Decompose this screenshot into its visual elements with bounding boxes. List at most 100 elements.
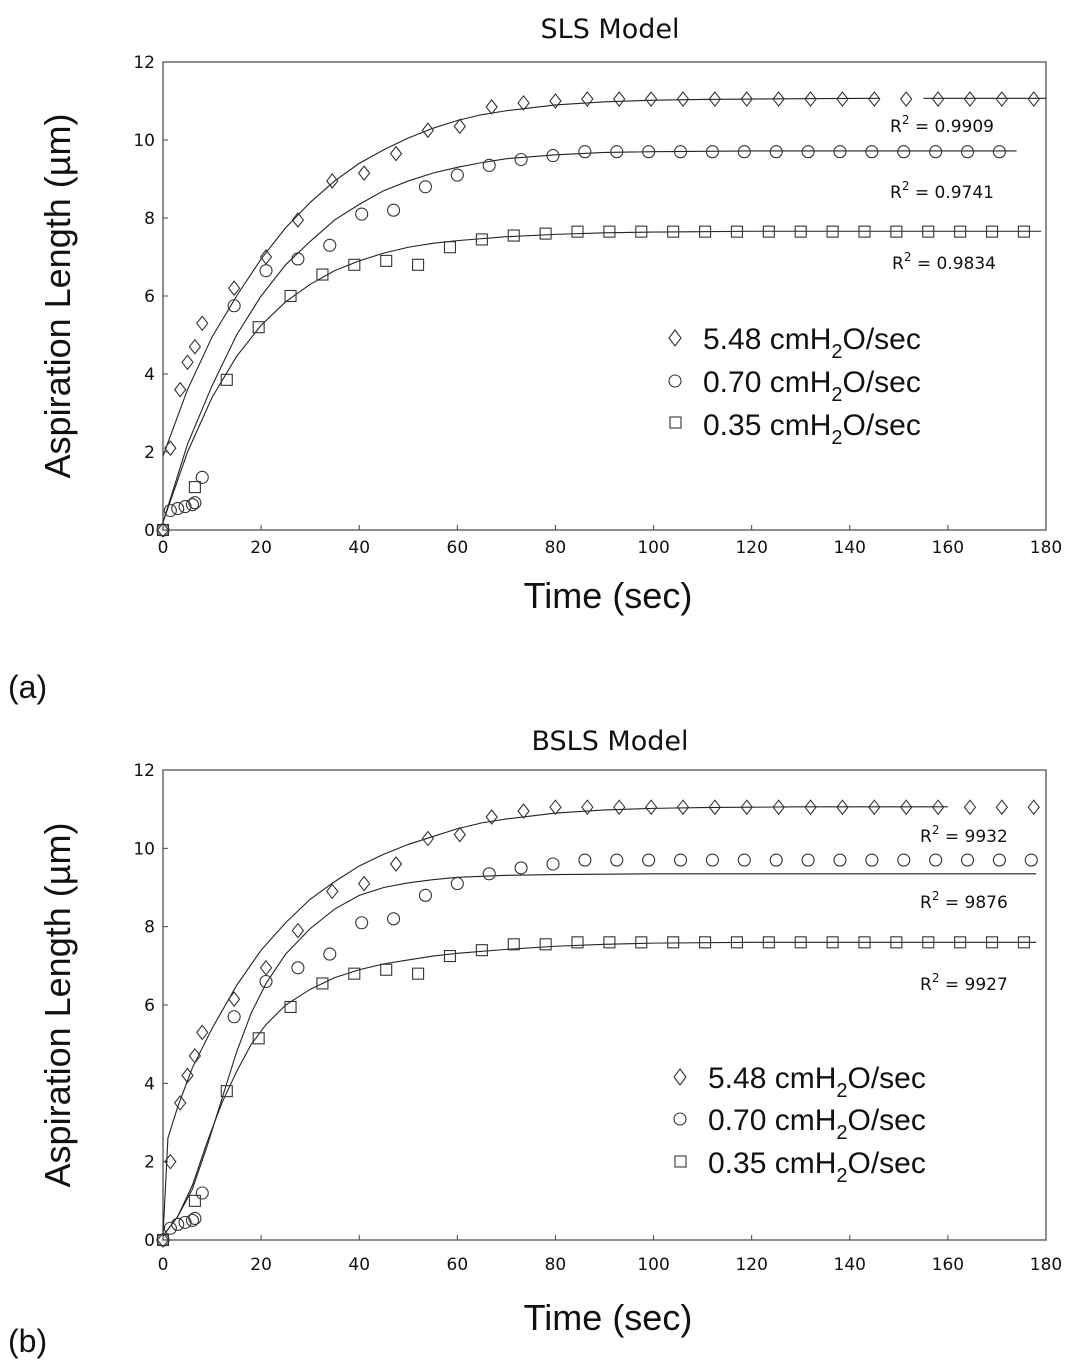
data-point-circle bbox=[163, 503, 177, 518]
data-point-diamond bbox=[173, 381, 187, 398]
data-point-circle bbox=[705, 145, 719, 159]
data-point-circle bbox=[642, 853, 656, 867]
data-point-diamond bbox=[196, 315, 209, 332]
data-point-diamond bbox=[389, 856, 403, 872]
data-point-circle bbox=[610, 853, 624, 867]
data-point-circle bbox=[992, 853, 1006, 867]
data-point-square bbox=[443, 949, 457, 963]
data-point-circle bbox=[801, 853, 815, 867]
data-point-circle bbox=[992, 145, 1006, 159]
data-point-circle bbox=[188, 496, 202, 510]
data-point-circle bbox=[227, 299, 241, 313]
data-point-circle bbox=[897, 145, 911, 159]
data-point-diamond bbox=[613, 799, 626, 816]
y-tick-label: 4 bbox=[144, 365, 155, 385]
panel-a-r2-label-1: R2 = 0.9909 bbox=[890, 113, 994, 137]
data-point-square bbox=[380, 254, 393, 267]
data-point-square bbox=[252, 1032, 265, 1045]
fit-line-square bbox=[162, 941, 1037, 1237]
data-point-diamond bbox=[772, 91, 785, 107]
data-point-circle bbox=[737, 853, 751, 867]
panel-a-label: (a) bbox=[8, 669, 47, 705]
x-tick-label: 80 bbox=[545, 538, 567, 558]
data-point-square bbox=[252, 321, 265, 334]
panel-b-markers bbox=[156, 799, 1040, 1248]
data-point-diamond bbox=[995, 91, 1009, 107]
data-point-diamond bbox=[156, 1232, 170, 1248]
data-point-diamond bbox=[188, 1048, 202, 1064]
panel-b-legend-label-1: 5.48 cmH2O/sec bbox=[708, 1062, 926, 1102]
y-tick-label: 10 bbox=[133, 839, 155, 859]
data-point-square bbox=[1017, 225, 1030, 238]
y-tick-label: 10 bbox=[133, 131, 155, 151]
x-tick-label: 0 bbox=[158, 1255, 169, 1275]
data-point-square bbox=[475, 233, 488, 246]
data-point-circle bbox=[705, 853, 719, 867]
legend-square-marker bbox=[674, 1155, 687, 1168]
data-point-diamond bbox=[868, 91, 881, 107]
data-point-diamond bbox=[963, 799, 977, 816]
data-point-square bbox=[699, 225, 712, 238]
panel-a-legend-item-2: 0.70 cmH2O/sec bbox=[668, 366, 921, 406]
x-tick-label: 120 bbox=[735, 1255, 767, 1275]
data-point-circle bbox=[163, 1221, 177, 1235]
x-tick-label: 40 bbox=[348, 538, 370, 558]
data-point-square bbox=[635, 936, 648, 949]
data-point-circle bbox=[769, 853, 783, 867]
x-tick-label: 100 bbox=[637, 538, 669, 558]
data-point-square bbox=[284, 289, 297, 303]
data-point-diamond bbox=[740, 799, 753, 816]
data-point-circle bbox=[185, 498, 199, 512]
data-point-square bbox=[762, 225, 775, 238]
panel-a-y-ticks: 0 2 4 6 8 10 12 bbox=[133, 53, 168, 541]
panel-a-legend-label-3: 0.35 cmH2O/sec bbox=[703, 409, 921, 449]
x-tick-label: 80 bbox=[545, 1255, 567, 1275]
panel-b-r2-label-2: R2 = 9876 bbox=[920, 889, 1008, 913]
panel-b-legend-item-1: 5.48 cmH2O/sec bbox=[673, 1062, 926, 1102]
data-point-square bbox=[316, 268, 329, 281]
data-point-square bbox=[667, 225, 680, 238]
data-point-circle bbox=[929, 145, 943, 159]
data-point-circle bbox=[673, 853, 688, 867]
x-tick-label: 160 bbox=[932, 538, 964, 558]
panel-b-x-axis-label: Time (sec) bbox=[524, 1297, 693, 1338]
data-point-circle bbox=[185, 1213, 199, 1227]
data-point-circle bbox=[546, 857, 560, 871]
data-point-square bbox=[890, 936, 903, 949]
data-point-diamond bbox=[549, 93, 562, 109]
data-point-diamond bbox=[326, 883, 339, 900]
panel-a-r2-label-2: R2 = 0.9741 bbox=[890, 179, 994, 203]
data-point-circle bbox=[960, 853, 975, 867]
fit-line-circle bbox=[162, 150, 1017, 523]
data-point-square bbox=[699, 936, 712, 949]
data-point-circle bbox=[450, 877, 464, 891]
data-point-square bbox=[156, 1233, 170, 1247]
panel-a: SLS Model 0 20 40 60 80 100 120 140 160 180 0 2 4 6 8… bbox=[8, 14, 1062, 705]
data-point-square bbox=[794, 225, 807, 238]
data-point-diamond bbox=[453, 826, 466, 843]
x-tick-label: 160 bbox=[932, 1255, 964, 1275]
data-point-square bbox=[762, 936, 775, 949]
data-point-circle bbox=[195, 1186, 209, 1200]
data-point-circle bbox=[227, 1010, 241, 1024]
fit-line-square bbox=[162, 230, 1042, 523]
data-point-diamond bbox=[357, 875, 371, 892]
panel-b-label: (b) bbox=[8, 1323, 47, 1359]
data-point-square bbox=[985, 936, 999, 949]
data-point-square bbox=[156, 523, 170, 537]
fit-line-circle bbox=[162, 873, 1037, 1237]
data-point-square bbox=[922, 225, 935, 238]
data-point-circle bbox=[673, 145, 688, 159]
panel-b-title: BSLS Model bbox=[531, 726, 688, 757]
panel-b-legend: 5.48 cmH2O/sec 0.70 cmH2O/sec 0.35 cmH2O… bbox=[673, 1062, 926, 1187]
data-point-circle bbox=[929, 853, 943, 867]
data-point-circle bbox=[960, 145, 975, 159]
x-tick-label: 0 bbox=[158, 538, 169, 558]
x-tick-label: 140 bbox=[834, 1255, 866, 1275]
data-point-square bbox=[443, 241, 457, 254]
panel-a-legend: 5.48 cmH2O/sec 0.70 cmH2O/sec 0.35 cmH2O… bbox=[668, 323, 921, 449]
data-point-circle bbox=[514, 152, 528, 167]
data-point-circle bbox=[578, 853, 592, 867]
data-point-square bbox=[188, 481, 201, 494]
data-point-diamond bbox=[1027, 91, 1040, 107]
